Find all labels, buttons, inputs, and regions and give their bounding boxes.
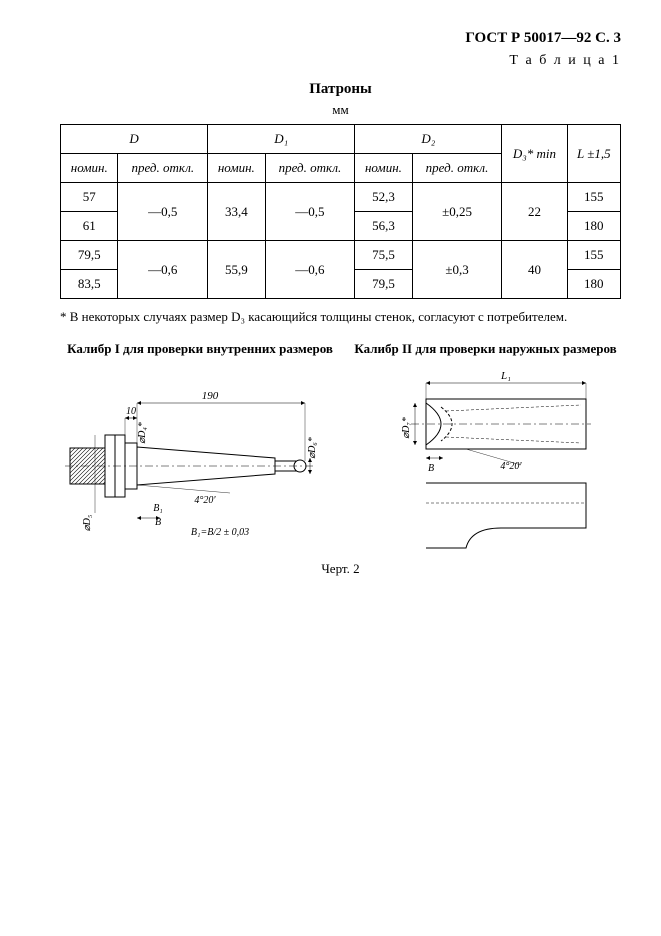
cell: 79,5 bbox=[61, 241, 118, 270]
svg-text:L₁: L₁ bbox=[500, 370, 511, 382]
col-D3min: D₃* min bbox=[502, 125, 567, 183]
cell: 83,5 bbox=[61, 270, 118, 299]
svg-text:B₁=B/2 ± 0,03: B₁=B/2 ± 0,03 bbox=[191, 527, 249, 538]
cell: 22 bbox=[502, 183, 567, 241]
cell: 33,4 bbox=[208, 183, 265, 241]
col-D-otk: пред. откл. bbox=[118, 154, 208, 183]
table-row: 57 —0,5 33,4 —0,5 52,3 ±0,25 22 155 bbox=[61, 183, 621, 212]
diagram1-title: Калибр I для проверки внутренних размеро… bbox=[60, 341, 340, 357]
diagram1-svg: 190 10 4°20' B₁ B ⌀D₅ ⌀D₄* ⌀D₆* B₁=B/2 ±… bbox=[60, 363, 340, 553]
col-D2-nom: номин. bbox=[355, 154, 412, 183]
cell: —0,6 bbox=[265, 241, 355, 299]
svg-text:⌀D₄*: ⌀D₄* bbox=[137, 422, 148, 444]
col-D1: D₁ bbox=[208, 125, 355, 154]
cell: 180 bbox=[567, 212, 620, 241]
svg-text:4°20': 4°20' bbox=[194, 495, 216, 506]
table-unit: мм bbox=[60, 102, 621, 118]
col-L: L ±1,5 bbox=[567, 125, 620, 183]
cell: 57 bbox=[61, 183, 118, 212]
cell: 75,5 bbox=[355, 241, 412, 270]
col-D1-nom: номин. bbox=[208, 154, 265, 183]
cell: 61 bbox=[61, 212, 118, 241]
footnote-text: * В некоторых случаях размер D₃ касающий… bbox=[60, 309, 621, 325]
svg-text:⌀D₇*: ⌀D₇* bbox=[401, 417, 412, 439]
cell: 180 bbox=[567, 270, 620, 299]
cell: 155 bbox=[567, 183, 620, 212]
col-D2-otk: пред. откл. bbox=[412, 154, 502, 183]
diagram2-title: Калибр II для проверки наружных размеров bbox=[350, 341, 621, 357]
svg-text:⌀D₆*: ⌀D₆* bbox=[307, 437, 318, 459]
svg-text:B₁: B₁ bbox=[153, 503, 163, 514]
table-row: 79,5 —0,6 55,9 —0,6 75,5 ±0,3 40 155 bbox=[61, 241, 621, 270]
col-D-nom: номин. bbox=[61, 154, 118, 183]
cell: 155 bbox=[567, 241, 620, 270]
cell: 79,5 bbox=[355, 270, 412, 299]
cell: —0,6 bbox=[118, 241, 208, 299]
svg-text:10: 10 bbox=[126, 406, 136, 417]
cell: ±0,25 bbox=[412, 183, 502, 241]
cell: —0,5 bbox=[265, 183, 355, 241]
diagram2-svg: L₁ 4°20' B ⌀D₇* bbox=[371, 363, 601, 553]
col-D: D bbox=[61, 125, 208, 154]
svg-text:190: 190 bbox=[202, 390, 219, 402]
svg-text:⌀D₅: ⌀D₅ bbox=[82, 514, 93, 531]
cell: —0,5 bbox=[118, 183, 208, 241]
cell: ±0,3 bbox=[412, 241, 502, 299]
figure-label: Черт. 2 bbox=[60, 561, 621, 577]
cell: 52,3 bbox=[355, 183, 412, 212]
svg-text:B: B bbox=[427, 463, 433, 474]
col-D2: D₂ bbox=[355, 125, 502, 154]
table-title: Патроны bbox=[60, 81, 621, 98]
dimensions-table: D D₁ D₂ D₃* min L ±1,5 номин. пред. откл… bbox=[60, 124, 621, 299]
standard-code: ГОСТ Р 50017—92 С. 3 bbox=[60, 30, 621, 47]
cell: 55,9 bbox=[208, 241, 265, 299]
col-D1-otk: пред. откл. bbox=[265, 154, 355, 183]
cell: 56,3 bbox=[355, 212, 412, 241]
cell: 40 bbox=[502, 241, 567, 299]
table-number-label: Т а б л и ц а 1 bbox=[60, 53, 621, 69]
svg-text:4°20': 4°20' bbox=[500, 461, 522, 472]
